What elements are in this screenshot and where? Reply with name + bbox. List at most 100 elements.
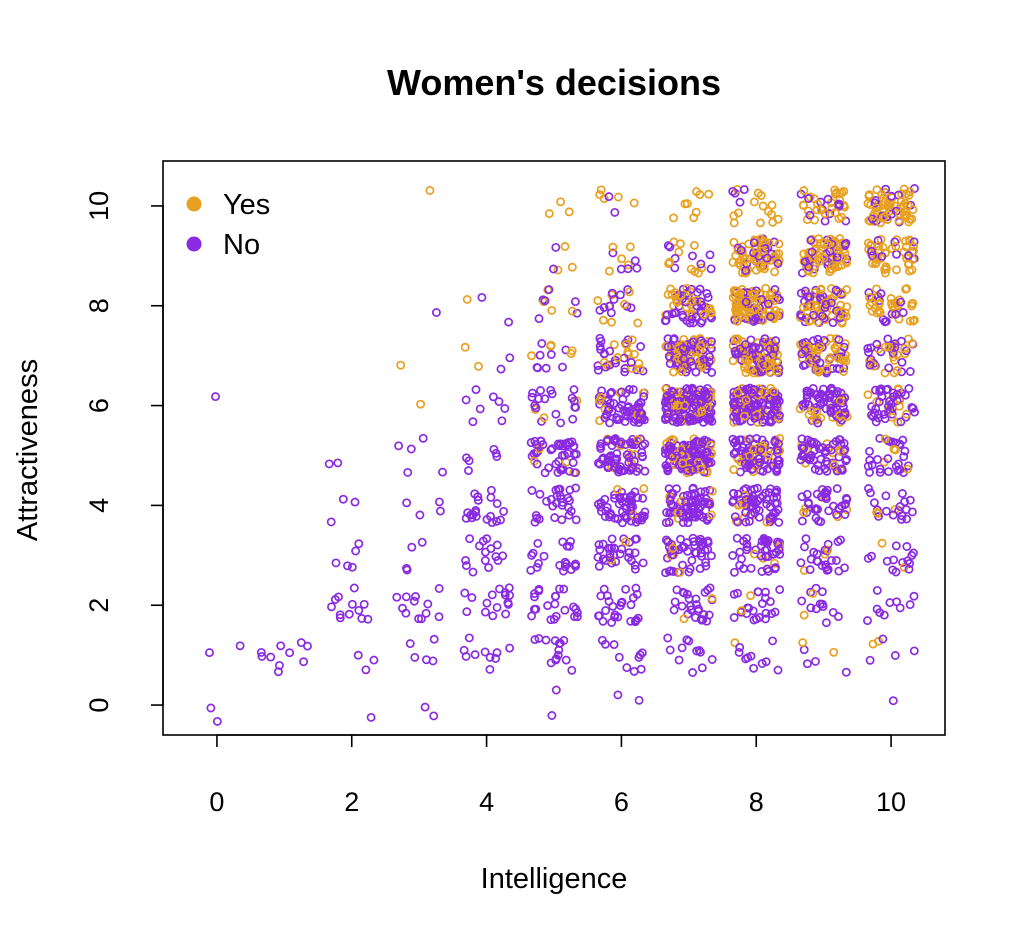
- y-tick-label: 6: [84, 398, 114, 413]
- data-point-no: [663, 342, 673, 352]
- data-point-no: [561, 438, 571, 448]
- data-point-no: [833, 612, 843, 622]
- data-point-no: [897, 489, 907, 498]
- data-point-no: [543, 601, 553, 611]
- data-point-no: [735, 547, 745, 557]
- x-tick-label: 2: [344, 787, 359, 817]
- data-point-no: [688, 251, 697, 261]
- data-point-no: [746, 335, 756, 345]
- data-point-no: [554, 645, 564, 655]
- data-point-no: [626, 502, 636, 512]
- data-point-no: [662, 391, 672, 401]
- data-point-no: [429, 634, 439, 644]
- data-point-no: [865, 488, 875, 498]
- data-point-yes: [804, 316, 814, 326]
- data-point-no: [678, 343, 688, 353]
- data-point-no: [601, 606, 611, 615]
- data-point-no: [863, 553, 873, 563]
- data-point-no: [837, 501, 847, 511]
- data-point-no: [597, 635, 607, 645]
- data-point-yes: [678, 458, 688, 468]
- data-point-no: [763, 299, 773, 309]
- data-point-no: [531, 604, 541, 614]
- data-point-no: [572, 308, 582, 318]
- data-point-no: [694, 604, 703, 614]
- data-point-yes: [867, 306, 877, 316]
- data-point-no: [678, 587, 688, 597]
- data-point-no: [678, 518, 688, 528]
- data-point-no: [556, 491, 565, 501]
- data-point-yes: [707, 449, 717, 458]
- data-point-yes: [665, 257, 675, 267]
- data-point-no: [276, 641, 286, 651]
- data-point-no: [694, 437, 704, 447]
- data-point-no: [895, 465, 905, 475]
- data-point-no: [870, 408, 880, 418]
- data-point-yes: [842, 302, 852, 312]
- data-point-no: [605, 389, 615, 398]
- data-point-yes: [813, 199, 822, 209]
- data-point-no: [760, 334, 770, 344]
- data-point-no: [688, 483, 698, 493]
- data-point-yes: [772, 356, 782, 366]
- data-point-no: [873, 235, 883, 245]
- data-point-no: [872, 339, 882, 349]
- data-point-no: [840, 563, 849, 573]
- data-point-no: [826, 408, 836, 417]
- data-point-no: [765, 344, 775, 354]
- data-point-no: [770, 607, 780, 617]
- data-point-yes: [831, 344, 841, 354]
- data-point-no: [765, 502, 775, 512]
- data-point-no: [890, 343, 900, 352]
- data-point-no: [775, 549, 785, 559]
- data-point-no: [689, 416, 698, 426]
- data-point-no: [826, 298, 836, 308]
- data-point-no: [900, 446, 910, 456]
- data-point-yes: [546, 340, 556, 350]
- data-point-yes: [416, 399, 426, 409]
- data-point-yes: [871, 203, 881, 213]
- x-tick-label: 4: [479, 787, 494, 817]
- data-point-no: [891, 541, 901, 551]
- data-point-yes: [868, 639, 878, 649]
- data-point-yes: [804, 248, 813, 258]
- data-point-no: [500, 404, 510, 413]
- data-point-no: [434, 584, 444, 593]
- data-point-no: [605, 301, 615, 311]
- data-point-no: [802, 659, 812, 669]
- data-point-yes: [842, 258, 852, 268]
- data-point-yes: [901, 236, 910, 246]
- data-point-yes: [836, 212, 846, 222]
- data-point-no: [598, 616, 608, 626]
- data-point-no: [461, 561, 471, 571]
- data-point-yes: [474, 361, 483, 371]
- data-point-no: [498, 551, 508, 561]
- data-point-no: [797, 451, 807, 461]
- data-point-no: [468, 567, 478, 577]
- data-point-no: [491, 654, 501, 663]
- data-point-no: [667, 451, 677, 461]
- data-point-no: [901, 346, 911, 356]
- data-point-no: [677, 601, 687, 611]
- data-point-yes: [556, 197, 566, 207]
- data-point-no: [571, 402, 581, 412]
- data-point-no: [896, 336, 906, 346]
- data-point-no: [640, 507, 650, 517]
- data-point-yes: [673, 353, 683, 363]
- data-point-no: [871, 417, 881, 427]
- data-point-no: [595, 459, 605, 469]
- data-point-no: [820, 464, 830, 474]
- data-point-no: [804, 262, 814, 272]
- data-point-no: [607, 387, 617, 397]
- data-point-no: [674, 655, 684, 665]
- data-point-no: [895, 502, 905, 511]
- data-point-no: [806, 235, 816, 245]
- data-point-yes: [687, 296, 697, 306]
- data-point-no: [688, 668, 698, 677]
- data-point-yes: [896, 197, 906, 207]
- data-point-yes: [902, 284, 912, 294]
- data-point-no: [705, 500, 715, 509]
- data-point-no: [551, 459, 561, 469]
- data-point-no: [593, 552, 603, 562]
